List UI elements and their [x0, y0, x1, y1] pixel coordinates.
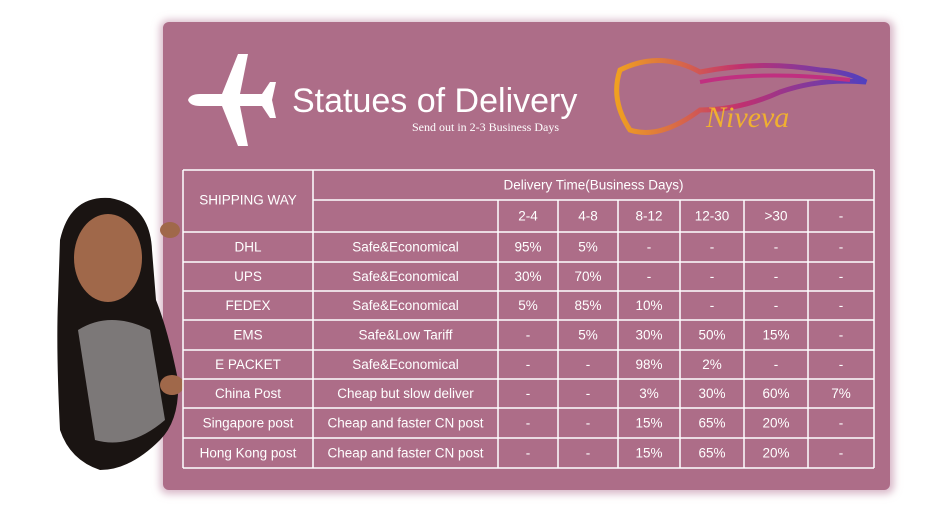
- table-cell: -: [839, 269, 844, 284]
- table-cell: -: [710, 298, 715, 313]
- table-cell: Cheap but slow deliver: [337, 386, 474, 401]
- table-cell: -: [774, 298, 779, 313]
- table-cell: -: [586, 446, 591, 461]
- table-cell: -: [526, 386, 531, 401]
- table-cell: 15%: [635, 446, 662, 461]
- table-cell: 7%: [831, 386, 851, 401]
- table-cell: Safe&Low Tariff: [358, 328, 452, 343]
- column-header: SHIPPING WAY: [199, 193, 297, 208]
- row-header: FEDEX: [225, 298, 270, 313]
- table-cell: 50%: [698, 328, 725, 343]
- table-cell: Cheap and faster CN post: [327, 446, 483, 461]
- card: [163, 22, 890, 490]
- table-cell: -: [647, 269, 652, 284]
- table-cell: -: [839, 240, 844, 255]
- row-header: UPS: [234, 269, 262, 284]
- column-header: 4-8: [578, 209, 598, 224]
- table-cell: 10%: [635, 298, 662, 313]
- model-figure: [57, 197, 184, 470]
- row-header: E PACKET: [215, 357, 281, 372]
- table-cell: 5%: [578, 240, 598, 255]
- table-cell: 30%: [698, 386, 725, 401]
- table-cell: 30%: [514, 269, 541, 284]
- column-header: >30: [765, 209, 788, 224]
- table-cell: -: [526, 357, 531, 372]
- row-header: China Post: [215, 386, 281, 401]
- table-cell: -: [839, 328, 844, 343]
- table-cell: 70%: [574, 269, 601, 284]
- table-cell: Safe&Economical: [352, 357, 459, 372]
- shipping-table: SHIPPING WAY Delivery Time(Business Days)…: [182, 169, 875, 469]
- table-cell: 5%: [518, 298, 538, 313]
- table-cell: Safe&Economical: [352, 298, 459, 313]
- table-cell: 15%: [762, 328, 789, 343]
- table-cell: -: [839, 416, 844, 431]
- logo-text: Niveva: [705, 101, 789, 134]
- table-cell: -: [710, 269, 715, 284]
- table-cell: 2%: [702, 357, 722, 372]
- table-cell: -: [586, 357, 591, 372]
- column-header: 2-4: [518, 209, 538, 224]
- logo: Niveva: [614, 58, 868, 135]
- table-cell: 65%: [698, 446, 725, 461]
- table-cell: -: [586, 416, 591, 431]
- table-cell: -: [774, 269, 779, 284]
- table-cell: -: [586, 386, 591, 401]
- table-cell: -: [526, 416, 531, 431]
- row-header: Singapore post: [203, 416, 294, 431]
- table-cell: -: [839, 446, 844, 461]
- table-cell: -: [839, 298, 844, 313]
- table-cell: -: [710, 240, 715, 255]
- table-cell: Safe&Economical: [352, 269, 459, 284]
- column-header: Delivery Time(Business Days): [503, 178, 683, 193]
- title: Statues of Delivery: [292, 82, 577, 120]
- table-cell: 85%: [574, 298, 601, 313]
- table-cell: 95%: [514, 240, 541, 255]
- table-cell: Safe&Economical: [352, 240, 459, 255]
- subtitle: Send out in 2-3 Business Days: [412, 120, 559, 134]
- table-cell: 20%: [762, 416, 789, 431]
- column-header: 8-12: [635, 209, 662, 224]
- table-cell: 3%: [639, 386, 659, 401]
- table-cell: 5%: [578, 328, 598, 343]
- table-cell: Cheap and faster CN post: [327, 416, 483, 431]
- table-cell: -: [526, 446, 531, 461]
- table-cell: 30%: [635, 328, 662, 343]
- table-cell: -: [774, 357, 779, 372]
- column-header: -: [839, 209, 844, 224]
- table-cell: 60%: [762, 386, 789, 401]
- row-header: EMS: [233, 328, 262, 343]
- row-header: DHL: [234, 240, 261, 255]
- table-cell: 65%: [698, 416, 725, 431]
- table-cell: -: [526, 328, 531, 343]
- column-header: 12-30: [695, 209, 730, 224]
- row-header: Hong Kong post: [200, 446, 297, 461]
- plane-icon: [188, 54, 276, 146]
- table-cell: -: [839, 357, 844, 372]
- table-cell: -: [774, 240, 779, 255]
- table-cell: 15%: [635, 416, 662, 431]
- table-cell: -: [647, 240, 652, 255]
- table-cell: 98%: [635, 357, 662, 372]
- table-cell: 20%: [762, 446, 789, 461]
